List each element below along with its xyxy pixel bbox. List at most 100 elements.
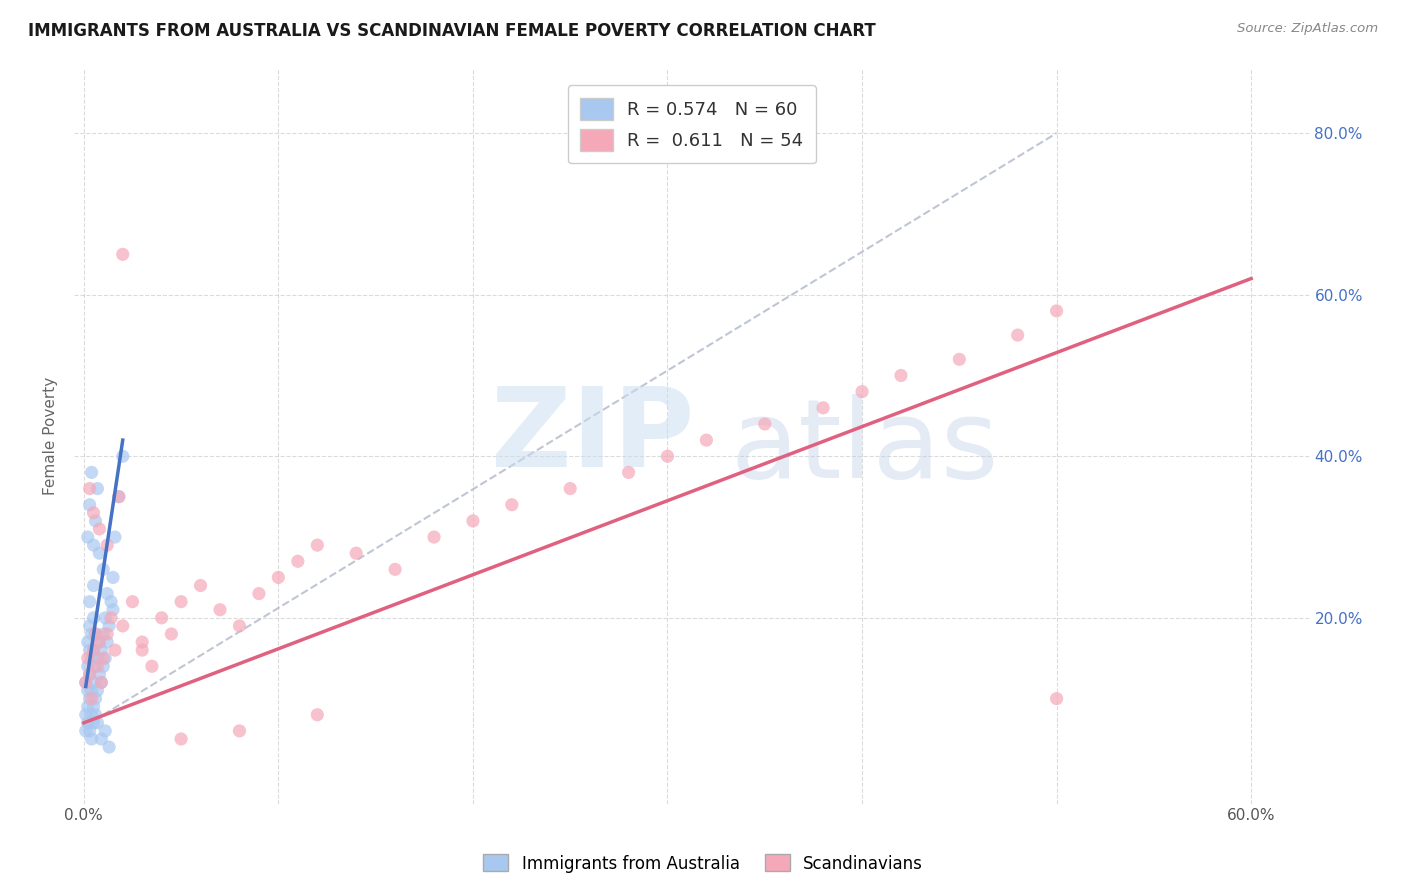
Point (91, 627, 114, 641)
Point (83, 643, 105, 657)
Point (948, 352, 970, 367)
Point (79, 667, 101, 681)
Point (80, 731, 103, 746)
Point (76, 699, 98, 714)
Point (94, 611, 117, 625)
Point (851, 384, 873, 399)
Point (79, 619, 101, 633)
Point (83, 675, 105, 690)
Legend: R = 0.574   N = 60, R =  0.611   N = 54: R = 0.574 N = 60, R = 0.611 N = 54 (568, 85, 815, 163)
Point (96, 627, 118, 641)
Point (79, 667, 101, 681)
Point (89, 635, 111, 649)
Point (91, 562, 114, 576)
Point (108, 490, 131, 504)
Point (83, 538, 105, 552)
Point (108, 490, 131, 504)
Point (150, 611, 173, 625)
Point (86, 659, 108, 673)
Point (423, 530, 446, 544)
Point (76, 683, 98, 698)
Text: Source: ZipAtlas.com: Source: ZipAtlas.com (1237, 22, 1378, 36)
Point (86, 683, 108, 698)
Point (617, 466, 640, 480)
Text: ZIP: ZIP (491, 383, 695, 490)
Point (657, 450, 679, 464)
Point (91, 659, 114, 673)
Point (75, 675, 97, 690)
Point (98, 619, 121, 633)
Point (344, 546, 367, 560)
Point (86, 482, 108, 496)
Point (75, 675, 97, 690)
Point (83, 506, 105, 520)
Point (76, 651, 98, 665)
Text: atlas: atlas (731, 393, 1000, 500)
Point (501, 498, 523, 512)
Point (228, 619, 250, 633)
Point (79, 643, 101, 657)
Point (89, 667, 111, 681)
Point (560, 482, 582, 496)
Point (267, 570, 290, 584)
Point (141, 659, 163, 673)
Point (76, 530, 98, 544)
Point (90, 643, 112, 657)
Point (84, 659, 107, 673)
Point (79, 498, 101, 512)
Point (80, 707, 103, 722)
Point (96, 635, 118, 649)
Point (111, 450, 134, 464)
Point (89, 522, 111, 536)
Point (104, 643, 127, 657)
Point (84, 707, 107, 722)
Point (98, 740, 121, 755)
Point (79, 595, 101, 609)
Point (80, 651, 103, 665)
Point (96, 538, 118, 552)
Point (76, 715, 98, 730)
Point (80, 466, 103, 480)
Point (1007, 328, 1029, 343)
Point (811, 401, 834, 415)
Point (79, 691, 101, 706)
Point (75, 723, 97, 738)
Point (160, 627, 183, 641)
Point (1045, 691, 1067, 706)
Point (83, 578, 105, 592)
Point (1045, 303, 1067, 318)
Legend: Immigrants from Australia, Scandinavians: Immigrants from Australia, Scandinavians (477, 847, 929, 880)
Point (83, 715, 105, 730)
Point (84, 514, 107, 528)
Point (79, 723, 101, 738)
Point (90, 675, 112, 690)
Point (84, 627, 107, 641)
Point (754, 417, 776, 431)
Point (91, 651, 114, 665)
Point (101, 570, 124, 584)
Point (80, 691, 103, 706)
Point (170, 595, 193, 609)
Point (89, 546, 111, 560)
Point (86, 715, 108, 730)
Point (307, 707, 329, 722)
Point (461, 514, 484, 528)
Point (80, 627, 103, 641)
Point (83, 643, 105, 657)
Point (83, 699, 105, 714)
Point (228, 723, 250, 738)
Point (86, 651, 108, 665)
Point (111, 619, 134, 633)
Point (131, 643, 153, 657)
Point (190, 578, 212, 592)
Point (121, 595, 143, 609)
Point (247, 586, 270, 600)
Point (94, 651, 117, 665)
Point (90, 675, 112, 690)
Point (890, 368, 912, 383)
Point (100, 611, 122, 625)
Point (131, 635, 153, 649)
Point (83, 611, 105, 625)
Point (307, 538, 329, 552)
Point (89, 635, 111, 649)
